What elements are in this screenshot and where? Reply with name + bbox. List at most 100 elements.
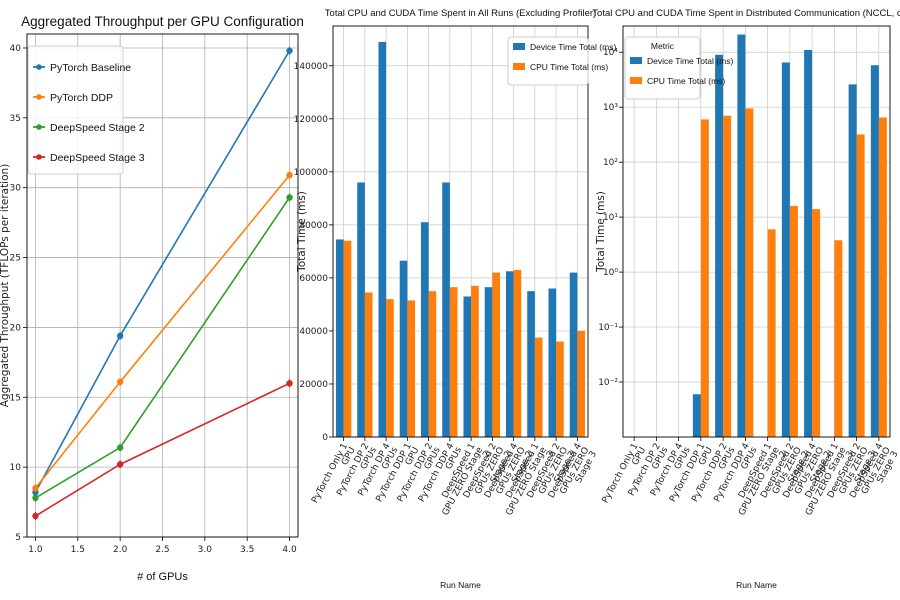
y-tick-label: 10³ xyxy=(603,103,618,113)
y-tick-label: 40000 xyxy=(299,327,328,337)
bar xyxy=(428,291,437,437)
y-tick-label: 10⁻² xyxy=(598,378,618,388)
bar xyxy=(715,54,724,438)
bar xyxy=(484,287,493,437)
bar xyxy=(335,239,344,437)
bar xyxy=(357,182,365,437)
plot-frame xyxy=(332,25,589,438)
legend-title: Metric xyxy=(651,41,675,51)
legend-box xyxy=(507,36,589,86)
bar xyxy=(781,62,790,437)
y-tick-label: 120000 xyxy=(294,115,329,125)
y-tick-label: 25 xyxy=(10,254,21,264)
y-tick-label: 80000 xyxy=(299,221,328,231)
bar xyxy=(556,341,564,437)
y-tick-label: 20000 xyxy=(299,380,328,390)
bar xyxy=(856,134,865,437)
x-axis-label: Run Name xyxy=(440,580,481,590)
legend-label: DeepSpeed Stage 2 xyxy=(50,122,145,134)
chart-2: 020000400006000080000100000120000140000P… xyxy=(294,8,617,590)
x-tick-label: 2.5 xyxy=(155,545,169,555)
bar xyxy=(527,291,535,437)
x-tick-label-line: 3 xyxy=(545,450,557,460)
bar xyxy=(878,117,887,437)
legend-label: DeepSpeed Stage 3 xyxy=(50,152,145,164)
bar xyxy=(834,240,843,437)
chart-title: Aggregated Throughput per GPU Configurat… xyxy=(21,14,304,29)
legend: PyTorch Baseline PyTorch DDP DeepSpeed Sta… xyxy=(27,45,145,175)
legend-swatch xyxy=(630,77,642,84)
bar xyxy=(505,271,514,437)
bar xyxy=(700,119,709,438)
bar xyxy=(812,209,821,437)
y-tick-label: 10 xyxy=(10,463,22,473)
legend-swatch xyxy=(630,57,642,64)
legend-box xyxy=(27,45,124,175)
y-tick-label: 100000 xyxy=(294,168,329,178)
bar xyxy=(399,260,408,437)
bar xyxy=(804,49,813,437)
y-tick-label: 10² xyxy=(603,158,618,168)
x-tick-label: 2.0 xyxy=(113,545,128,555)
x-tick-label-line: 3 xyxy=(845,450,857,460)
chart-title: Total CPU and CUDA Time Spent in All Run… xyxy=(325,8,596,19)
y-tick-label: 10¹ xyxy=(603,213,618,223)
bar xyxy=(723,115,732,437)
x-tick-label: 3.5 xyxy=(240,545,254,555)
y-axis-label: Total Time (ms) xyxy=(296,191,308,273)
y-tick-label: 20 xyxy=(10,323,22,333)
x-tick-label: 1.0 xyxy=(28,545,43,555)
x-tick-label-line: 2 xyxy=(481,450,493,460)
x-tick-label: 1.5 xyxy=(71,545,85,555)
legend-swatch xyxy=(513,63,525,70)
legend: Device Time Total (ms) CPU Time Total (ms… xyxy=(507,36,616,86)
y-tick-label: 10⁰ xyxy=(603,268,618,278)
y-tick-label: 10⁴ xyxy=(603,48,618,58)
x-tick-label-line: 2 xyxy=(778,450,790,460)
bar xyxy=(420,222,429,437)
bar xyxy=(471,285,479,437)
legend: Metric Device Time Total (ms) CPU Time Tot… xyxy=(624,36,733,100)
bar xyxy=(442,182,450,437)
bar xyxy=(407,300,416,437)
legend-label: CPU Time Total (ms) xyxy=(530,62,608,72)
x-tick-label: 3.0 xyxy=(198,545,213,555)
legend-label: Device Time Total (ms) xyxy=(530,42,616,52)
y-tick-label: 140000 xyxy=(294,62,329,72)
y-tick-label: 35 xyxy=(10,114,21,124)
bar xyxy=(577,330,586,437)
bar xyxy=(569,272,578,437)
x-tick-label: 4.0 xyxy=(282,545,297,555)
bar xyxy=(789,205,798,437)
bar xyxy=(870,65,879,437)
y-tick-label: 0 xyxy=(322,433,328,443)
bar xyxy=(767,229,776,437)
x-axis-label: Run Name xyxy=(736,580,777,590)
y-tick-label: 60000 xyxy=(299,274,328,284)
y-tick-label: 5 xyxy=(15,533,21,543)
y-tick-label: 30 xyxy=(10,184,22,194)
chart-1: 1.0 1.5 2.0 2.5 3.0 3.5 4.0 5 10 15 20 25 30 35 40 Aggr… xyxy=(0,14,304,583)
legend-label: PyTorch Baseline xyxy=(50,62,131,74)
y-axis-label: Total Time (ms) xyxy=(595,191,607,273)
bar xyxy=(343,240,352,437)
bar xyxy=(463,296,472,437)
legend-swatch xyxy=(513,43,525,50)
y-axis-label: Aggregated Throughput (TFLOPs per iterat… xyxy=(0,164,11,408)
bar xyxy=(492,272,501,437)
y-tick-label: 10⁻¹ xyxy=(598,323,618,333)
y-tick-label: 15 xyxy=(10,393,21,403)
bar xyxy=(745,108,754,438)
bar xyxy=(386,299,394,437)
bar xyxy=(378,41,387,438)
x-axis-label: # of GPUs xyxy=(137,571,188,583)
bar xyxy=(548,288,557,437)
legend-label: PyTorch DDP xyxy=(50,92,113,104)
legend-label: CPU Time Total (ms) xyxy=(647,76,725,86)
y-tick-label: 40 xyxy=(10,44,22,54)
bar xyxy=(848,84,857,438)
bar xyxy=(534,337,543,437)
chart-title: Total CPU and CUDA Time Spent in Distrib… xyxy=(592,8,900,19)
bar xyxy=(513,269,522,437)
